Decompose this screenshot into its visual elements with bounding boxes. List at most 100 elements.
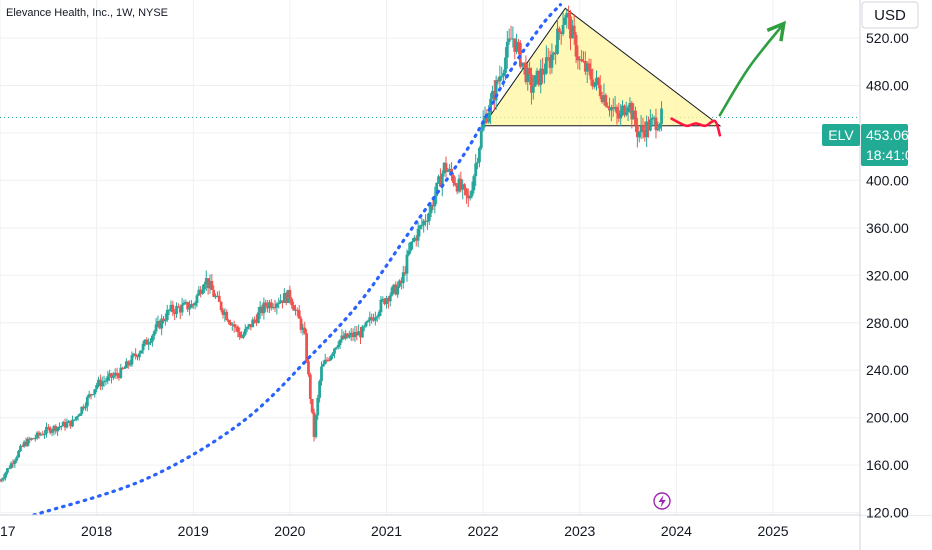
candle-up <box>563 17 567 25</box>
candle-down <box>327 359 331 361</box>
candle-up <box>561 24 565 34</box>
candle-up <box>446 170 450 172</box>
candle-up <box>373 317 377 321</box>
candle-down <box>611 107 615 109</box>
candle-up <box>357 331 361 336</box>
candle-up <box>652 117 656 119</box>
candle-up <box>333 348 336 354</box>
candle-down <box>465 188 468 196</box>
candle-up <box>593 82 597 87</box>
candle-down <box>641 125 645 130</box>
candle-down <box>227 319 230 323</box>
currency-button[interactable] <box>861 1 919 29</box>
candle-up <box>375 316 379 318</box>
candle-down <box>11 463 15 465</box>
y-tick-label: 360.00 <box>866 220 909 236</box>
candle-up <box>405 254 409 274</box>
candle-up <box>258 306 262 313</box>
candle-up <box>167 309 171 311</box>
candle-down <box>518 42 522 67</box>
candle-down <box>583 61 587 72</box>
candle-down <box>32 438 35 440</box>
candle-up <box>301 327 305 330</box>
candle-down <box>492 90 496 101</box>
candle-up <box>50 430 54 433</box>
candle-up <box>398 280 401 287</box>
candle-up <box>457 178 461 192</box>
candle-down <box>46 426 50 428</box>
candle-down <box>424 220 427 222</box>
candle-up <box>401 272 405 284</box>
candle-up <box>230 324 234 326</box>
candle-down <box>191 304 195 306</box>
currency-button-label: USD <box>874 7 906 24</box>
candle-down <box>126 361 130 365</box>
candle-up <box>505 41 509 58</box>
symbol-title: Elevance Health, Inc., 1W, NYSE <box>6 7 168 19</box>
candle-up <box>242 334 245 338</box>
candle-up <box>656 128 660 131</box>
candle-down <box>394 284 398 295</box>
candle-up <box>648 119 652 131</box>
candle-up <box>422 220 426 226</box>
candle-up <box>214 296 217 298</box>
candle-up <box>104 380 108 382</box>
candle-down <box>654 117 658 131</box>
candle-down <box>210 280 214 290</box>
candle-down <box>386 297 390 302</box>
candle-up <box>498 76 502 82</box>
candle-up <box>26 438 30 446</box>
candle-down <box>576 56 580 61</box>
candle-up <box>381 298 385 300</box>
dotted-projection-curve[interactable] <box>32 3 563 515</box>
candle-up <box>624 111 628 116</box>
candle-down <box>399 280 403 284</box>
candle-down <box>255 319 258 324</box>
candle-down <box>186 302 190 310</box>
bearish-breakdown-path[interactable] <box>670 117 722 137</box>
price-axis[interactable] <box>861 0 932 515</box>
x-tick-label: 2021 <box>371 523 402 539</box>
candle-up <box>489 98 492 113</box>
candle-up <box>108 373 112 377</box>
candle-up <box>595 77 598 83</box>
candle-up <box>123 367 126 369</box>
candle-down <box>307 361 310 375</box>
candle-up <box>411 241 414 243</box>
candle-up <box>262 302 266 314</box>
symbol-tag <box>822 124 860 146</box>
candle-up <box>163 320 167 322</box>
candle-down <box>249 324 253 328</box>
candle-down <box>496 80 500 82</box>
candle-down <box>513 38 517 52</box>
candle-up <box>30 438 33 440</box>
candle-down <box>24 441 28 446</box>
last-price-value: 453.06 <box>866 127 909 143</box>
candle-down <box>288 289 292 299</box>
candle-up <box>340 335 344 340</box>
candle-down <box>444 162 448 172</box>
candle-down <box>517 41 520 43</box>
candle-up <box>660 108 663 125</box>
lightning-bolt-icon[interactable] <box>653 492 671 510</box>
candle-up <box>150 335 154 342</box>
bullish-breakout-arrow[interactable] <box>718 25 783 117</box>
candle-up <box>72 419 76 421</box>
candle-up <box>268 302 271 309</box>
candle-up <box>124 361 128 368</box>
candle-up <box>407 250 411 255</box>
candle-down <box>647 121 650 131</box>
candle-down <box>580 59 584 61</box>
candle-up <box>277 303 281 305</box>
candle-up <box>535 70 539 76</box>
candle-down <box>173 311 177 315</box>
candle-down <box>0 480 2 482</box>
candle-down <box>600 95 604 103</box>
candle-up <box>6 468 9 473</box>
candle-up <box>470 190 474 197</box>
candle-up <box>412 237 416 242</box>
candle-up <box>353 331 357 338</box>
candle-up <box>425 221 429 223</box>
candle-down <box>229 322 232 326</box>
